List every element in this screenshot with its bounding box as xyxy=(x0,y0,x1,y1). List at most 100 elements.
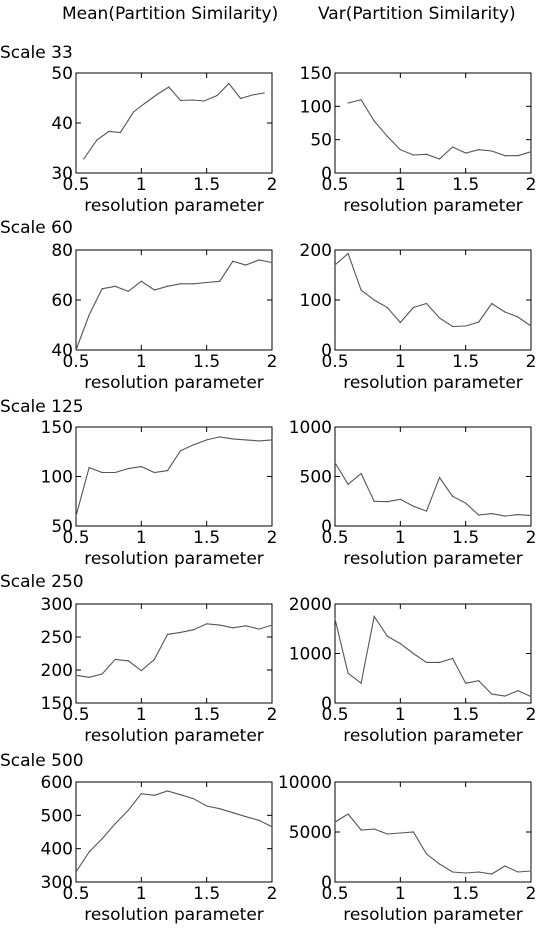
series-line xyxy=(75,790,273,873)
data-point xyxy=(245,264,247,266)
data-point xyxy=(153,471,155,474)
x-axis-label: resolution parameter xyxy=(84,905,264,925)
x-axis-label: resolution parameter xyxy=(343,726,523,746)
data-point xyxy=(101,288,103,290)
x-axis-label: resolution parameter xyxy=(84,373,264,393)
chart-panel-1: 0.5 1 1.5 2 0 50 100 150 resolution parameter xyxy=(300,64,537,216)
data-point xyxy=(452,657,454,660)
data-point xyxy=(193,629,195,631)
data-point xyxy=(530,695,532,698)
data-point xyxy=(491,302,493,305)
data-point xyxy=(114,285,116,287)
data-point xyxy=(386,501,388,503)
data-point xyxy=(156,93,158,96)
data-point xyxy=(203,100,205,102)
data-point xyxy=(219,624,221,626)
x-tick-label: 2 xyxy=(267,528,278,548)
x-axis-label: resolution parameter xyxy=(343,549,523,569)
data-point xyxy=(179,794,182,796)
data-point xyxy=(191,99,193,101)
data-point xyxy=(140,280,142,282)
data-point xyxy=(271,826,273,828)
y-tick-label: 10000 xyxy=(278,773,332,793)
chart-panel-9: 0.5 1 1.5 2 0 5000 10000 resolution parameter xyxy=(278,773,537,925)
chart-panel-8: 0.5 1 1.5 2 300 400 500 600 resolution parameter xyxy=(41,773,278,925)
scale-label-250: Scale 250 xyxy=(0,572,84,592)
data-point xyxy=(504,311,506,313)
x-tick-label: 1.5 xyxy=(452,705,479,725)
data-point xyxy=(399,832,401,834)
data-point xyxy=(360,682,362,684)
x-axis-label: resolution parameter xyxy=(84,196,264,216)
x-tick-label: 2 xyxy=(526,352,537,372)
data-point xyxy=(88,851,90,853)
data-point xyxy=(258,628,260,630)
data-point xyxy=(114,471,116,474)
y-tick-label: 300 xyxy=(41,595,73,615)
data-point xyxy=(334,618,336,620)
data-point xyxy=(425,661,428,664)
y-tick-label: 0 xyxy=(321,164,332,184)
data-point xyxy=(153,658,155,661)
data-point xyxy=(347,483,349,486)
data-point xyxy=(412,831,414,833)
data-point xyxy=(219,436,221,438)
data-point xyxy=(271,439,273,441)
data-point xyxy=(425,853,428,855)
plot-frame xyxy=(334,781,532,883)
y-tick-label: 40 xyxy=(51,114,73,134)
plot-frame xyxy=(334,249,532,351)
data-point xyxy=(140,793,142,795)
x-tick-label: 0.5 xyxy=(62,175,89,195)
data-point xyxy=(412,306,414,309)
data-point xyxy=(140,670,142,672)
data-point xyxy=(232,812,234,814)
data-point xyxy=(245,625,247,627)
data-point xyxy=(271,624,273,626)
data-point xyxy=(258,259,260,261)
data-point xyxy=(245,439,247,441)
y-tick-label: 100 xyxy=(300,291,332,311)
x-tick-label: 0.5 xyxy=(321,528,348,548)
data-point xyxy=(517,514,519,516)
data-point xyxy=(101,838,103,840)
data-point xyxy=(478,149,480,151)
data-point xyxy=(258,440,260,442)
data-point xyxy=(216,94,218,97)
y-tick-label: 500 xyxy=(300,468,332,488)
data-point xyxy=(245,816,247,818)
x-tick-label: 1 xyxy=(136,884,147,904)
data-point xyxy=(119,131,122,134)
data-point xyxy=(193,283,195,285)
data-point xyxy=(206,439,208,441)
y-tick-label: 0 xyxy=(321,517,332,537)
data-point xyxy=(530,325,532,327)
data-point xyxy=(517,690,519,692)
data-point xyxy=(373,120,375,122)
data-point xyxy=(517,155,519,157)
x-tick-label: 0.5 xyxy=(62,528,89,548)
data-point xyxy=(425,510,428,512)
data-point xyxy=(101,673,103,675)
data-point xyxy=(179,631,182,633)
data-point xyxy=(108,130,110,133)
data-point xyxy=(114,658,116,661)
data-point xyxy=(114,823,116,825)
series-line xyxy=(75,436,273,517)
y-tick-label: 150 xyxy=(300,64,332,84)
data-point xyxy=(399,321,401,324)
data-point xyxy=(179,283,182,285)
x-tick-label: 2 xyxy=(267,175,278,195)
data-point xyxy=(179,99,182,102)
plot-frame xyxy=(75,426,273,527)
data-point xyxy=(206,281,208,284)
data-point xyxy=(166,790,169,792)
data-point xyxy=(219,808,221,810)
data-point xyxy=(127,290,129,292)
data-point xyxy=(399,498,401,500)
data-point xyxy=(206,805,208,807)
y-tick-label: 0 xyxy=(321,341,332,361)
y-tick-label: 1000 xyxy=(289,418,332,438)
x-axis-label: resolution parameter xyxy=(343,196,523,216)
data-point xyxy=(360,472,362,475)
